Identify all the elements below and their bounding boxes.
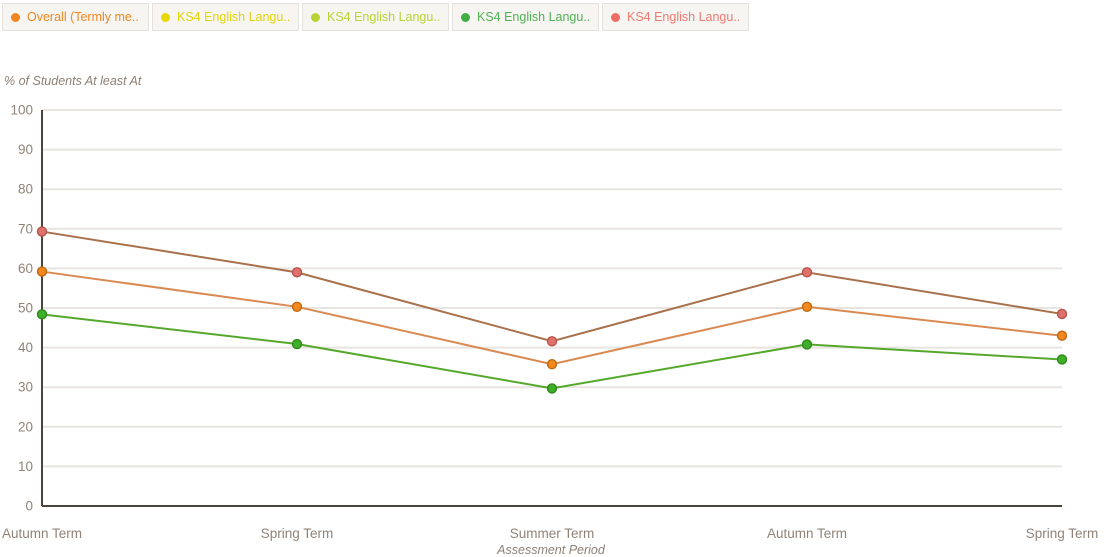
- legend-item-label: KS4 English Langu...: [627, 10, 740, 24]
- y-tick-label: 50: [18, 301, 33, 316]
- y-tick-label: 80: [18, 182, 33, 197]
- y-tick-label: 100: [10, 103, 33, 118]
- legend-item-label: KS4 English Langu...: [327, 10, 440, 24]
- series-line: [41, 230, 1063, 343]
- y-tick-label: 0: [25, 499, 33, 514]
- data-point-marker: [36, 266, 48, 277]
- legend-item[interactable]: KS4 English Langu...: [602, 3, 749, 31]
- data-point-marker: [36, 309, 48, 320]
- data-point-marker: [546, 336, 558, 347]
- x-tick-label: Spring Term: [1026, 526, 1099, 541]
- x-tick-label: Summer Term: [510, 526, 595, 541]
- y-tick-label: 70: [18, 221, 33, 236]
- x-tick-label: Autumn Term: [767, 526, 847, 541]
- data-point-marker: [801, 301, 813, 313]
- series-color-dot-icon: [461, 12, 470, 22]
- legend-item[interactable]: KS4 English Langu...: [152, 3, 299, 31]
- data-point-marker: [801, 339, 813, 350]
- series-color-dot-icon: [161, 12, 170, 22]
- y-axis-title: % of Students At least At: [4, 74, 142, 88]
- data-point-marker: [1056, 330, 1068, 341]
- legend-item[interactable]: KS4 English Langu...: [302, 3, 449, 31]
- data-point-marker: [801, 267, 813, 278]
- data-point-marker: [291, 338, 303, 350]
- x-tick-label: Spring Term: [261, 526, 334, 541]
- y-tick-label: 30: [18, 380, 33, 395]
- y-tick-label: 10: [18, 459, 33, 474]
- data-point-marker: [1056, 308, 1068, 320]
- series-color-dot-icon: [611, 12, 620, 22]
- data-point-marker: [546, 359, 558, 370]
- data-point-marker: [291, 267, 303, 278]
- series-line: [41, 313, 1063, 390]
- y-tick-label: 60: [18, 261, 33, 276]
- data-point-marker: [36, 226, 48, 237]
- series-color-dot-icon: [311, 12, 320, 22]
- x-axis-title: Assessment Period: [497, 543, 605, 557]
- series-color-dot-icon: [11, 12, 20, 22]
- y-tick-label: 40: [18, 340, 33, 355]
- data-point-marker: [1056, 354, 1068, 365]
- x-tick-label: Autumn Term: [2, 526, 82, 541]
- legend-item[interactable]: KS4 English Langu...: [452, 3, 599, 31]
- legend-item-label: KS4 English Langu...: [177, 10, 290, 24]
- legend-item-label: KS4 English Langu...: [477, 10, 590, 24]
- legend-item-label: Overall (Termly me...: [27, 10, 140, 24]
- y-tick-label: 20: [18, 419, 33, 434]
- legend-item[interactable]: Overall (Termly me...: [2, 3, 149, 31]
- y-tick-label: 90: [18, 142, 33, 157]
- chart-legend: Overall (Termly me... KS4 English Langu..…: [2, 3, 749, 31]
- data-point-marker: [546, 383, 558, 394]
- data-point-marker: [291, 301, 303, 313]
